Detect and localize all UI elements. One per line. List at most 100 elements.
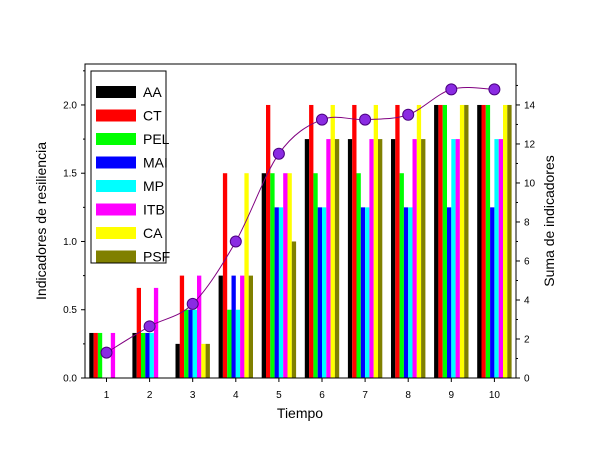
bar-ca-9 (459, 104, 465, 379)
bar-itb-5 (283, 173, 288, 378)
legend-label-pel: PEL (143, 131, 170, 147)
y-tick-label-right: 0 (524, 374, 530, 385)
bar-ca-4 (244, 173, 249, 378)
y-tick-label-right: 8 (524, 217, 530, 228)
x-tick-label: 6 (319, 390, 325, 401)
legend-label-ca: CA (143, 225, 163, 241)
y-tick-label-left: 0.5 (63, 305, 77, 316)
bar-ca-7 (373, 104, 378, 379)
bar-itb-1 (110, 332, 116, 378)
bar-aa-8 (391, 139, 396, 378)
sum-point-6 (316, 113, 328, 126)
x-tick-label: 10 (489, 390, 501, 401)
y-tick-label-right: 2 (524, 334, 530, 345)
bar-psf-7 (378, 139, 383, 378)
bar-aa-1 (89, 332, 94, 378)
bar-mai-7 (360, 207, 366, 378)
y-tick-label-right: 6 (524, 256, 530, 267)
bar-ca-10 (503, 104, 508, 379)
legend-swatch-aa (96, 86, 136, 98)
bar-pel-10 (485, 104, 491, 379)
y-axis-title-right: Suma de indicadores (541, 155, 557, 287)
legend-label-itb: ITB (143, 202, 165, 218)
sum-line (106, 86, 495, 354)
y-tick-label-right: 12 (524, 139, 536, 150)
bar-mp-5 (278, 207, 284, 378)
x-tick-label: 7 (362, 390, 368, 401)
legend-swatch-psf (96, 250, 136, 263)
bar-psf-10 (507, 104, 512, 379)
x-axis-title: Tiempo (277, 405, 323, 421)
bar-mp-3 (192, 309, 197, 378)
bar-mp-6 (322, 207, 327, 378)
legend-swatch-itb (96, 203, 136, 216)
bars-layer (89, 104, 512, 379)
bar-psf-8 (421, 139, 426, 378)
bar-psf-6 (334, 139, 340, 378)
bar-itb-2 (153, 287, 159, 378)
x-tick-label: 2 (147, 390, 153, 401)
sum-point-7 (359, 113, 372, 126)
legend-swatch-pel (96, 133, 136, 145)
bar-pel-8 (399, 173, 404, 378)
legend-label-mp: MP (143, 178, 164, 194)
sum-point-8 (402, 108, 415, 121)
sum-point-10 (488, 83, 501, 96)
x-tick-label: 8 (405, 390, 411, 401)
bar-psf-3 (205, 343, 210, 378)
bar-mp-10 (494, 139, 499, 378)
bar-pel-9 (442, 104, 447, 379)
sum-point-9 (445, 83, 458, 96)
bar-itb-4 (240, 275, 245, 378)
x-tick-label: 5 (276, 390, 282, 401)
bar-aa-9 (434, 104, 439, 379)
x-tick-label: 3 (190, 390, 196, 401)
sum-point-4 (229, 235, 242, 248)
bar-mp-9 (451, 139, 456, 378)
y-tick-label-left: 1.0 (63, 237, 77, 248)
bar-ct-1 (93, 332, 98, 378)
legend-label-aa: AA (143, 84, 162, 100)
bar-mp-8 (408, 207, 413, 378)
bar-aa-2 (132, 332, 137, 378)
y-tick-label-left: 2.0 (63, 100, 77, 111)
legend: AA CT PEL MAI MP ITB CA PSF (90, 70, 170, 265)
sum-point-2 (143, 320, 156, 333)
bar-pel-3 (184, 309, 189, 378)
bar-pel-1 (97, 332, 103, 378)
bar-ct-4 (222, 173, 228, 378)
bar-ct-5 (266, 104, 271, 379)
bar-ca-6 (330, 104, 335, 379)
bar-mai-8 (403, 207, 409, 378)
y-tick-label-left: 0.0 (63, 374, 77, 385)
bar-pel-6 (313, 173, 318, 378)
bar-itb-6 (326, 139, 331, 378)
bar-pel-2 (141, 332, 146, 378)
bar-pel-5 (270, 173, 275, 378)
bar-aa-4 (218, 275, 223, 378)
bar-ct-8 (395, 104, 400, 379)
bar-pel-4 (227, 309, 232, 378)
bar-mai-10 (490, 207, 495, 378)
bar-ca-3 (201, 343, 206, 378)
y-tick-label-right: 14 (524, 100, 536, 111)
y-tick-label-right: 10 (524, 178, 536, 189)
bar-mp-7 (365, 207, 370, 378)
bar-itb-3 (197, 275, 202, 378)
bar-itb-9 (455, 139, 460, 378)
bar-itb-10 (498, 139, 503, 378)
legend-swatch-ct (96, 109, 136, 122)
y-tick-label-right: 4 (524, 295, 530, 306)
bar-ct-3 (179, 275, 185, 378)
bar-ca-8 (416, 104, 422, 379)
legend-label-mai: MAI (143, 155, 168, 171)
legend-label-ct: CT (143, 108, 162, 124)
y-axis-title-left: Indicadores de resiliencia (33, 142, 49, 300)
bar-mai-6 (317, 207, 322, 378)
x-tick-label: 1 (104, 390, 110, 401)
plot-frame (84, 63, 517, 379)
bar-mai-5 (274, 207, 279, 378)
bar-aa-7 (347, 139, 353, 378)
bar-mp-2 (149, 332, 154, 378)
